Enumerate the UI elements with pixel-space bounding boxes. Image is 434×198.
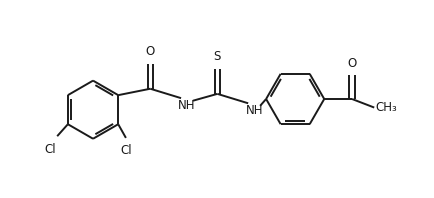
Text: NH: NH xyxy=(178,99,196,112)
Text: S: S xyxy=(214,50,221,63)
Text: O: O xyxy=(347,56,357,69)
Text: Cl: Cl xyxy=(120,144,132,157)
Text: CH₃: CH₃ xyxy=(375,101,397,114)
Text: NH: NH xyxy=(245,105,263,117)
Text: Cl: Cl xyxy=(44,143,56,156)
Text: O: O xyxy=(146,45,155,58)
